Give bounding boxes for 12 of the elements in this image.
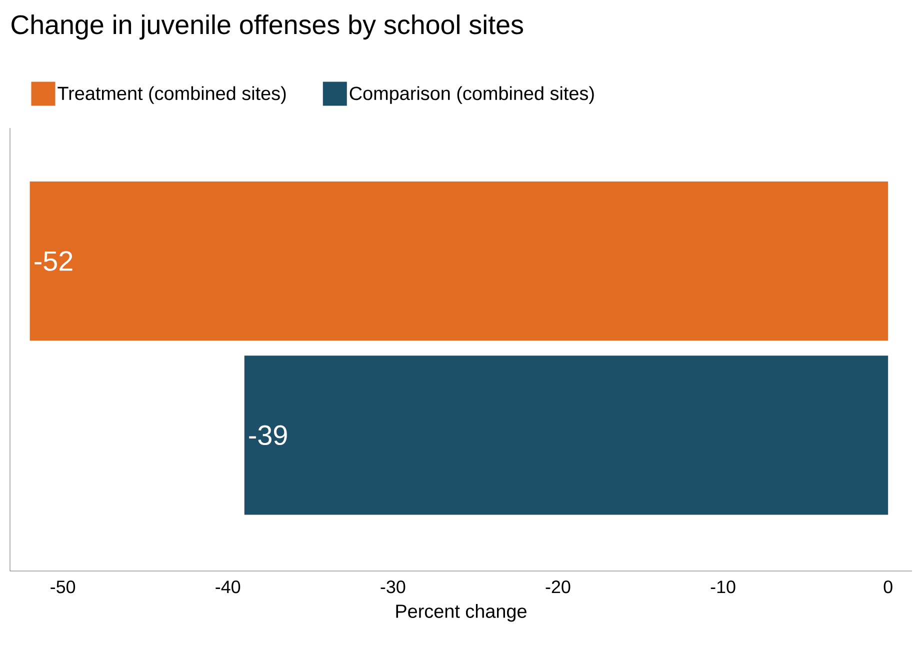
x-tick-label: 0: [884, 580, 892, 594]
x-tick-label: -30: [380, 580, 406, 594]
legend-label: Comparison (combined sites): [350, 86, 594, 104]
data-label: -52: [34, 251, 72, 271]
x-tick-label: -20: [546, 580, 570, 594]
x-tick-label: -50: [50, 580, 76, 594]
data-label: -39: [249, 425, 287, 446]
x-tick-label: -40: [216, 580, 240, 594]
x-tick-label: -10: [710, 580, 736, 594]
chart-title: Change in juvenile offenses by school sites: [12, 14, 524, 40]
x-axis-title: Percent change: [396, 604, 526, 622]
legend-label: Treatment (combined sites): [58, 86, 286, 104]
